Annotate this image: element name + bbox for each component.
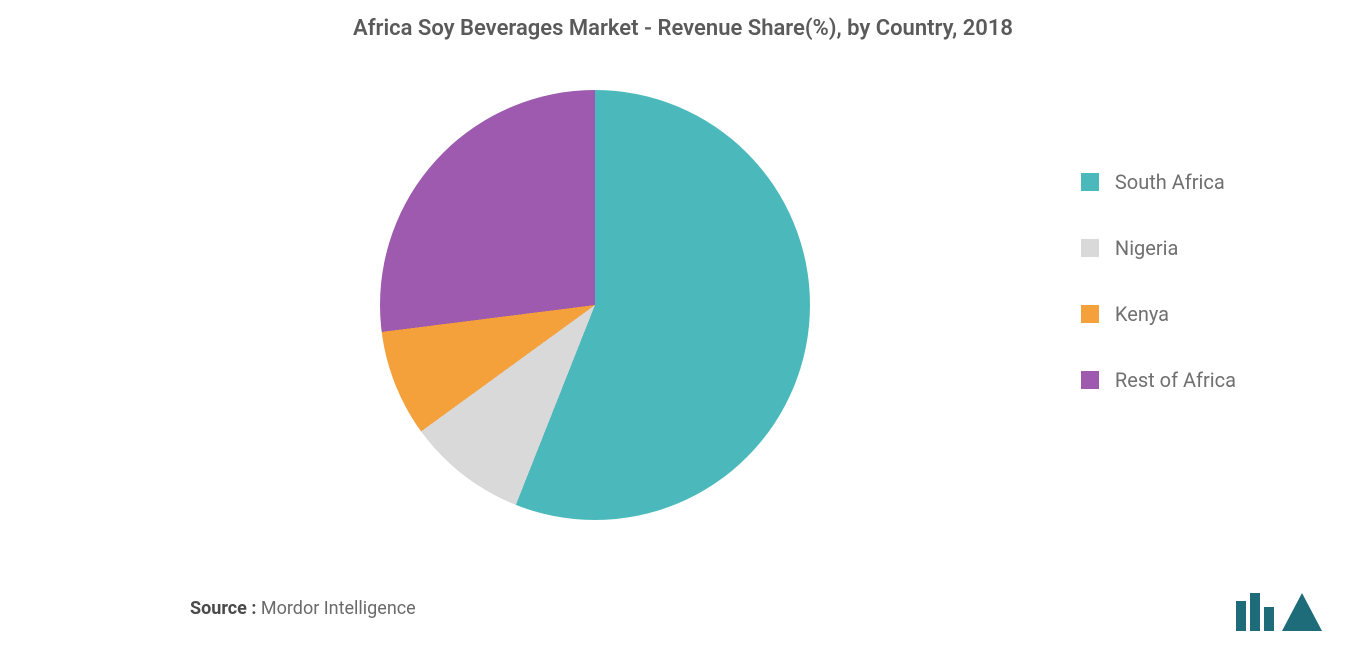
legend-swatch [1081,173,1099,191]
legend-swatch [1081,239,1099,257]
source-label: Source : [190,598,256,619]
legend-swatch [1081,371,1099,389]
legend-item: Kenya [1081,302,1236,326]
source-attribution: Source : Mordor Intelligence [190,598,416,619]
legend-item: South Africa [1081,170,1236,194]
legend-label: Nigeria [1115,236,1179,260]
legend-label: Rest of Africa [1115,368,1236,392]
legend-label: South Africa [1115,170,1225,194]
pie-chart [380,90,810,520]
chart-area: South Africa Nigeria Kenya Rest of Africa [0,60,1366,575]
legend-swatch [1081,305,1099,323]
brand-logo [1236,587,1326,635]
legend-item: Rest of Africa [1081,368,1236,392]
chart-title: Africa Soy Beverages Market - Revenue Sh… [0,0,1366,41]
legend-label: Kenya [1115,302,1169,326]
legend: South Africa Nigeria Kenya Rest of Africa [1081,170,1236,434]
legend-item: Nigeria [1081,236,1236,260]
source-value: Mordor Intelligence [261,598,416,619]
